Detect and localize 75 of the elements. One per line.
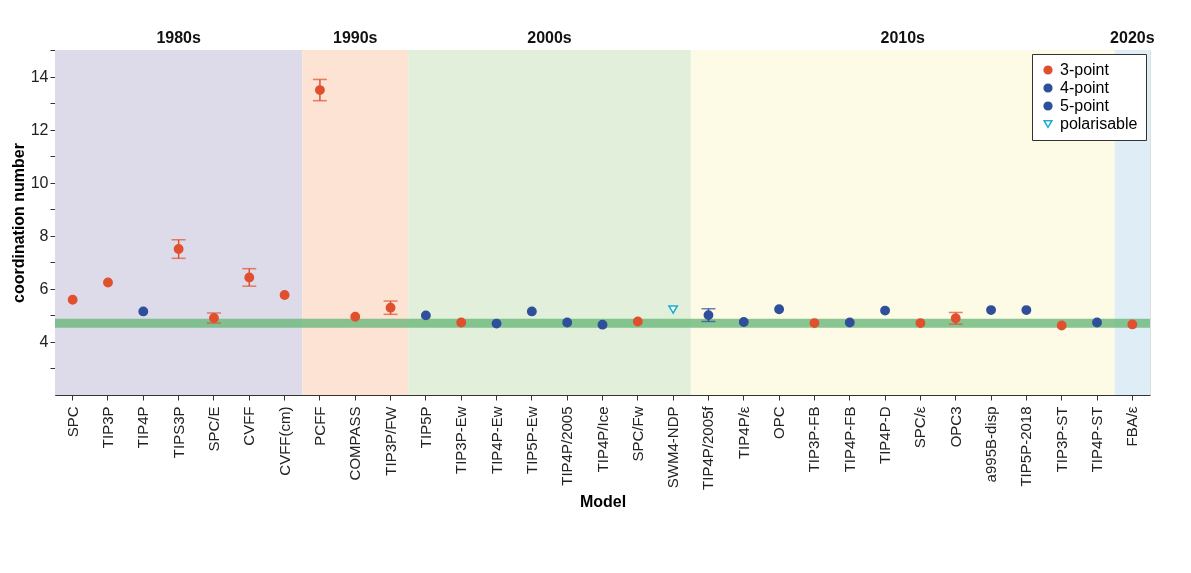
x-tick-label: TIP4P-FB <box>840 406 858 473</box>
x-tick-label: TIP4P/ε <box>734 406 752 460</box>
point <box>597 319 608 330</box>
x-tick-label: TIP4P <box>134 406 152 449</box>
band-label: 1990s <box>332 29 378 46</box>
x-tick-label: TIP5P <box>416 406 434 449</box>
band-label: 2020s <box>1110 29 1155 46</box>
point <box>1092 317 1102 328</box>
x-tick-label: CVFF <box>240 406 258 446</box>
y-axis-title: coordination number <box>9 143 27 303</box>
x-axis-title: Model <box>579 492 627 510</box>
point <box>774 304 785 315</box>
point <box>456 317 467 328</box>
band-label: 1980s <box>156 29 201 46</box>
x-tick-label: TIP3P/FW <box>381 405 399 476</box>
x-tick-label: TIP3P <box>98 406 116 449</box>
x-tick-label: SPC/Fw <box>628 406 646 462</box>
legend-label: 5-point <box>1060 97 1110 114</box>
y-tick-label: 4 <box>39 333 49 351</box>
point <box>738 317 749 327</box>
legend-label: 3-point <box>1060 61 1110 78</box>
x-tick-label: CVFF(cm) <box>275 406 293 476</box>
x-tick-label: TIP3P-ST <box>1052 406 1070 473</box>
x-tick-label: TIP3P-Ew <box>452 406 470 475</box>
x-tick-label: TIP4P/Ice <box>593 406 611 473</box>
point <box>138 306 149 317</box>
point <box>809 318 820 329</box>
point <box>844 317 855 328</box>
y-tick-label: 8 <box>39 227 49 245</box>
x-tick-label: a995B-disp <box>982 406 1000 483</box>
point <box>562 317 573 328</box>
x-tick-label: TIP3P-FB <box>805 406 823 473</box>
point <box>244 272 255 283</box>
x-tick-label: TIPS3P <box>169 406 187 459</box>
point <box>668 305 679 314</box>
y-tick-label: 14 <box>30 68 49 86</box>
point <box>173 244 184 254</box>
band-label: 2010s <box>880 29 926 46</box>
y-tick-label: 12 <box>30 121 49 139</box>
point <box>1056 320 1067 331</box>
x-tick-label: TIP5P-2018 <box>1017 406 1035 487</box>
legend-label: 4-point <box>1060 79 1110 96</box>
point <box>350 311 361 322</box>
point <box>915 318 926 329</box>
x-tick-label: TIP4P/2005f <box>699 405 717 490</box>
band-label: 2000s <box>527 29 572 46</box>
x-tick-label: TIP4P-Ew <box>487 406 505 475</box>
x-tick-label: TIP4P-D <box>876 406 894 465</box>
point <box>880 305 891 316</box>
y-tick-label: 10 <box>30 174 49 192</box>
point <box>314 85 325 95</box>
point <box>279 290 290 300</box>
point <box>1127 319 1138 330</box>
x-tick-label: SWM4-NDP <box>664 406 682 489</box>
point <box>67 294 78 305</box>
x-tick-label: PCFF <box>310 406 328 446</box>
x-tick-label: SPC <box>63 406 81 438</box>
x-tick-label: SPC/ε <box>911 406 929 449</box>
x-tick-label: TIP4P-ST <box>1088 406 1106 473</box>
x-tick-label: OPC <box>770 406 788 440</box>
point <box>420 310 431 321</box>
x-tick-label: COMPASS <box>346 406 364 481</box>
point <box>103 277 113 288</box>
legend-label: polarisable <box>1060 115 1138 132</box>
point <box>526 306 537 317</box>
y-tick-label: 6 <box>39 280 49 298</box>
x-tick-label: TIP4P/2005 <box>558 406 576 486</box>
x-tick-label: TIP5P-Ew <box>522 406 540 475</box>
x-tick-label: SPC/E <box>204 406 222 452</box>
point <box>632 316 643 327</box>
x-tick-label: FBA/ε <box>1123 406 1141 447</box>
point <box>491 318 502 329</box>
point <box>1021 305 1032 315</box>
point <box>986 305 996 315</box>
x-tick-label: OPC3 <box>946 406 964 448</box>
